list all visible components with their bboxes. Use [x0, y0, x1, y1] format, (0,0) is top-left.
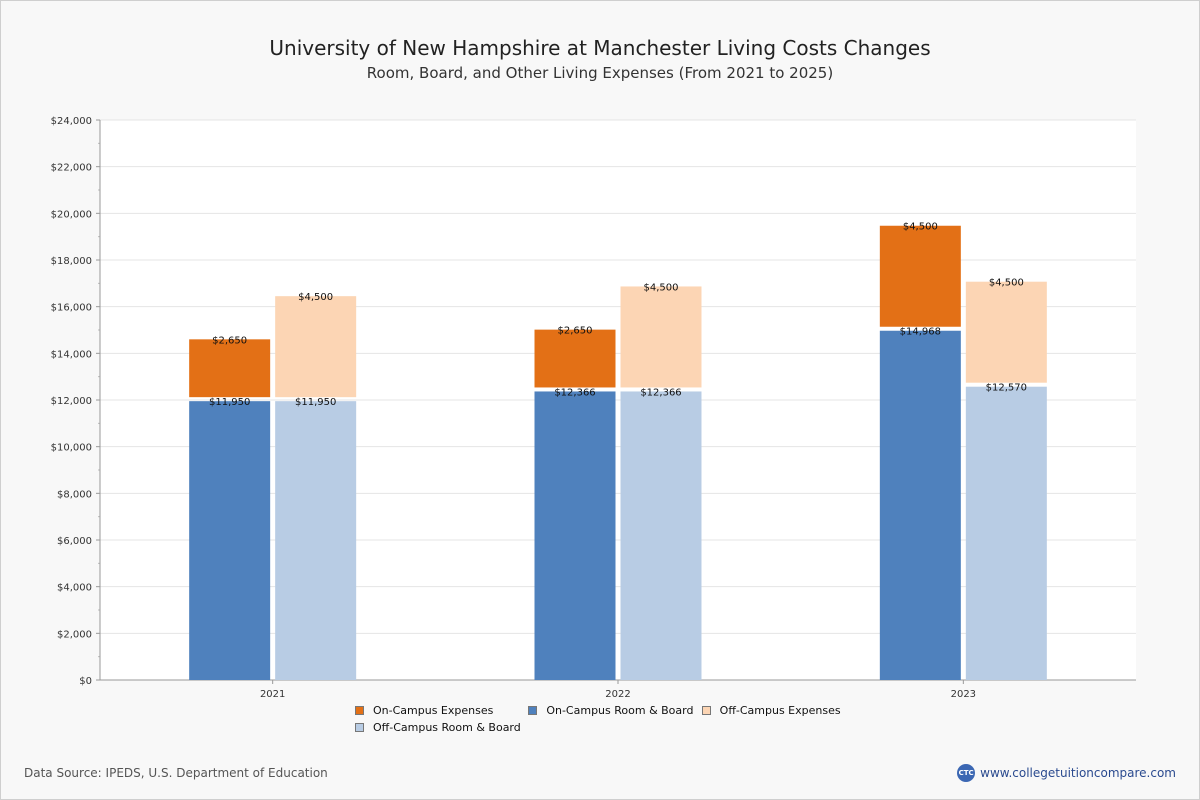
legend-item-on-campus-room-board[interactable]: On-Campus Room & Board: [528, 704, 701, 717]
legend-swatch-icon: [355, 723, 364, 732]
bar-segment: [620, 391, 702, 680]
data-label: $4,500: [903, 222, 938, 233]
y-tick-label: $0: [79, 676, 92, 687]
y-tick-label: $4,000: [57, 583, 92, 594]
legend-item-off-campus-expenses[interactable]: Off-Campus Expenses: [701, 704, 875, 717]
bar-segment: [189, 401, 271, 680]
data-label: $4,500: [989, 278, 1024, 289]
bar-segment: [275, 401, 357, 680]
legend-item-off-campus-room-board[interactable]: Off-Campus Room & Board: [355, 721, 533, 734]
y-tick-label: $20,000: [51, 209, 92, 220]
legend-label: On-Campus Expenses: [373, 704, 494, 717]
bar-segment: [620, 286, 702, 388]
y-tick-label: $22,000: [51, 163, 92, 174]
y-tick-label: $2,000: [57, 629, 92, 640]
data-label: $2,650: [212, 335, 247, 346]
bar-segment: [534, 329, 616, 388]
x-tick-label: 2022: [605, 689, 630, 700]
legend-item-on-campus-expenses[interactable]: On-Campus Expenses: [355, 704, 528, 717]
brand-link[interactable]: CTC www.collegetuitioncompare.com: [957, 764, 1176, 782]
bar-segment: [879, 330, 961, 680]
data-label: $11,950: [295, 397, 336, 408]
bar-segment: [534, 391, 616, 680]
ctc-logo-icon: CTC: [957, 764, 976, 782]
data-label: $14,968: [900, 327, 941, 338]
data-label: $2,650: [558, 326, 593, 337]
bar-segment: [965, 386, 1047, 680]
y-tick-label: $16,000: [51, 303, 92, 314]
legend-swatch-icon: [528, 706, 538, 715]
y-tick-label: $24,000: [51, 116, 92, 127]
data-label: $11,950: [209, 397, 250, 408]
data-label: $12,570: [986, 383, 1027, 394]
y-tick-label: $10,000: [51, 443, 92, 454]
data-label: $4,500: [298, 292, 333, 303]
legend: On-Campus Expenses On-Campus Room & Boar…: [355, 702, 875, 736]
y-tick-label: $8,000: [57, 489, 92, 500]
chart-title: University of New Hampshire at Mancheste…: [269, 36, 931, 60]
bar-segment: [879, 225, 961, 327]
y-tick-label: $18,000: [51, 256, 92, 267]
legend-swatch-icon: [355, 706, 364, 715]
brand-url: www.collegetuitioncompare.com: [980, 766, 1176, 780]
bar-segment: [189, 339, 271, 398]
y-tick-label: $14,000: [51, 349, 92, 360]
legend-label: On-Campus Room & Board: [546, 704, 694, 717]
data-source: Data Source: IPEDS, U.S. Department of E…: [24, 766, 328, 780]
data-label: $4,500: [644, 282, 679, 293]
data-label: $12,366: [554, 387, 595, 398]
x-tick-label: 2021: [260, 689, 285, 700]
legend-swatch-icon: [701, 706, 711, 715]
y-tick-label: $12,000: [51, 396, 92, 407]
chart-subtitle: Room, Board, and Other Living Expenses (…: [366, 64, 834, 82]
legend-label: Off-Campus Expenses: [719, 704, 841, 717]
y-tick-label: $6,000: [57, 536, 92, 547]
bar-segment: [275, 296, 357, 398]
legend-label: Off-Campus Room & Board: [373, 721, 521, 734]
x-tick-label: 2023: [951, 689, 976, 700]
data-label: $12,366: [640, 387, 681, 398]
bar-segment: [965, 281, 1047, 383]
